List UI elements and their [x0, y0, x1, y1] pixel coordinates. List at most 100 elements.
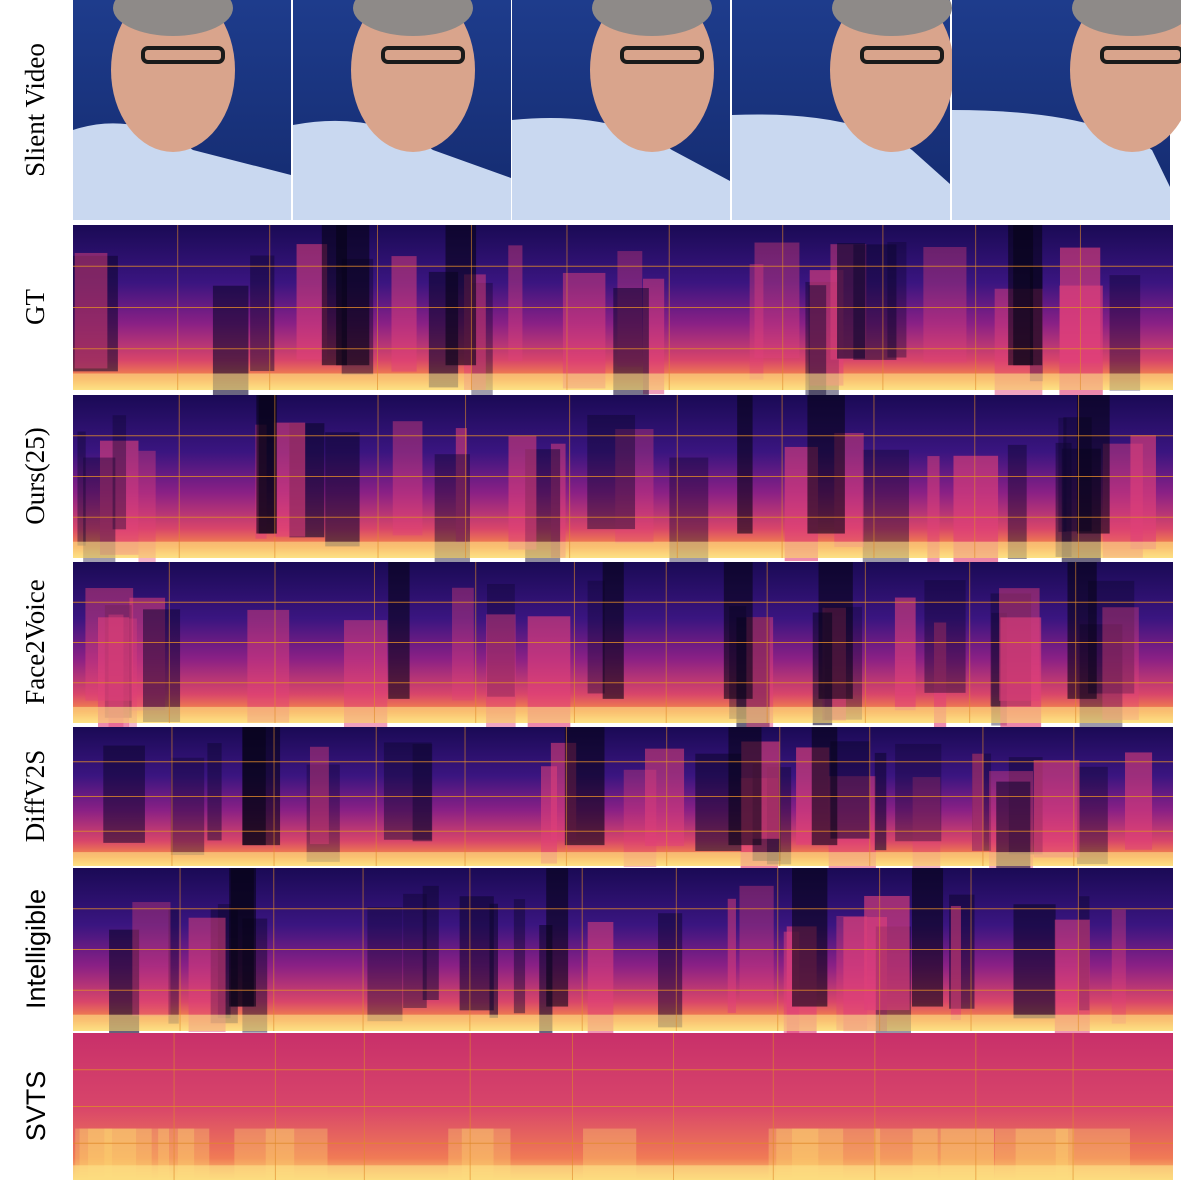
energy-band: [587, 414, 636, 530]
dark-gap: [811, 727, 838, 846]
energy-band: [74, 252, 108, 369]
energy-band: [808, 285, 827, 401]
hair: [1072, 0, 1181, 36]
energy-band: [836, 915, 868, 1031]
energy-band: [489, 903, 498, 1018]
harmonic-band: [73, 1014, 1173, 1031]
dark-gap: [258, 395, 277, 534]
energy-band: [73, 255, 118, 372]
energy-band: [112, 415, 127, 530]
energy-band: [874, 752, 887, 851]
energy-band: [367, 907, 403, 1022]
energy-band: [99, 440, 139, 555]
energy-band: [1076, 766, 1108, 865]
energy-band: [924, 580, 966, 693]
energy-band: [508, 435, 537, 550]
harmonic-band: [73, 852, 1173, 866]
row-label: GT: [20, 289, 50, 325]
spectrogram: [73, 395, 1173, 572]
energy-band: [77, 431, 86, 546]
dark-gap: [1067, 562, 1097, 699]
harmonic-band: [73, 706, 1173, 723]
energy-band: [412, 743, 433, 842]
dark-gap: [602, 562, 624, 699]
video-frame: [512, 0, 730, 220]
energy-band: [391, 256, 417, 372]
shirt: [73, 123, 291, 220]
dark-gap: [1077, 395, 1110, 534]
energy-band: [864, 895, 910, 1011]
energy-band: [422, 885, 439, 1000]
energy-band: [923, 246, 967, 363]
dark-gap: [388, 562, 410, 699]
row-label: DiffV2S: [20, 750, 50, 843]
energy-band: [132, 902, 171, 1017]
video-frame: [73, 0, 291, 220]
energy-band: [1033, 760, 1080, 858]
glasses: [620, 46, 704, 64]
dark-gap: [564, 727, 605, 846]
energy-band: [309, 746, 329, 845]
energy-band: [1109, 275, 1141, 391]
energy-band: [459, 896, 494, 1011]
dark-gap: [807, 395, 845, 534]
energy-band: [927, 456, 940, 571]
harmonic-band: [73, 541, 1173, 558]
energy-band: [562, 272, 606, 389]
energy-band: [452, 587, 474, 701]
face: [1070, 0, 1181, 152]
energy-band: [754, 242, 800, 359]
dark-gap: [242, 727, 266, 846]
energy-band: [392, 421, 423, 536]
dark-gap: [546, 868, 569, 1007]
dark-gap: [321, 225, 347, 366]
energy-band: [972, 753, 984, 851]
spectrogram: [73, 868, 1173, 1046]
energy-band: [623, 769, 657, 868]
energy-band: [615, 429, 654, 544]
energy-band: [508, 245, 523, 361]
dark-gap: [792, 868, 828, 1007]
dark-gap: [911, 868, 944, 1007]
glasses: [1100, 46, 1181, 64]
dark-gap: [1013, 225, 1043, 366]
energy-band: [207, 743, 222, 841]
energy-band: [999, 588, 1040, 701]
energy-band: [325, 432, 360, 547]
energy-band: [972, 753, 992, 851]
energy-band: [894, 597, 916, 711]
energy-band: [128, 618, 137, 732]
harmonic-band: [73, 373, 1173, 390]
hair: [592, 0, 712, 36]
energy-band: [587, 580, 605, 694]
energy-band: [103, 745, 145, 843]
energy-band: [170, 757, 205, 856]
dark-gap: [737, 395, 753, 534]
energy-band: [887, 242, 907, 358]
energy-band: [138, 450, 156, 565]
video-frame: [293, 0, 511, 220]
hair: [113, 0, 233, 36]
energy-band: [1007, 444, 1027, 559]
energy-band: [273, 422, 306, 537]
energy-band: [250, 255, 275, 372]
energy-band: [749, 264, 764, 380]
energy-band: [1058, 417, 1067, 532]
energy-band: [513, 899, 526, 1014]
row-label: Face2Voice: [20, 579, 50, 704]
row-label: SVTS: [21, 1071, 51, 1142]
energy-band: [383, 742, 432, 840]
energy-band: [1111, 909, 1126, 1024]
hair: [353, 0, 473, 36]
energy-band: [1102, 607, 1139, 720]
face: [830, 0, 954, 152]
energy-band: [403, 893, 427, 1008]
spectrogram: [73, 225, 1173, 405]
row-label: Ours(25): [20, 427, 50, 524]
energy-band: [727, 898, 736, 1013]
hair: [832, 0, 952, 36]
video-frame: [732, 0, 954, 220]
video-frame: [952, 0, 1181, 220]
